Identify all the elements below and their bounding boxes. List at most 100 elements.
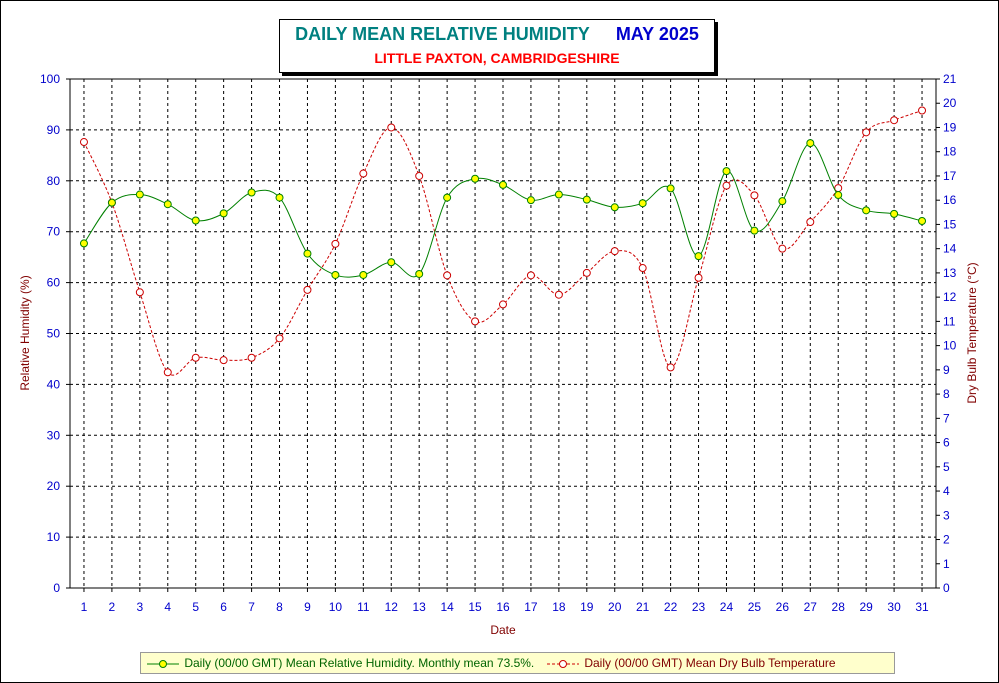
temperature-data-point — [526, 271, 535, 280]
temperature-data-point — [918, 106, 927, 115]
temperature-data-point — [554, 290, 563, 299]
y-right-tick-label: 4 — [943, 484, 950, 498]
x-tick-label: 4 — [164, 600, 171, 614]
y-right-tick-label: 5 — [943, 460, 950, 474]
temperature-data-point — [275, 334, 284, 343]
y-right-tick-label: 11 — [943, 314, 956, 328]
y-left-tick-label: 50 — [47, 327, 61, 341]
y-left-tick-label: 20 — [47, 479, 61, 493]
temperature-data-point — [331, 239, 340, 248]
chart-title-box: DAILY MEAN RELATIVE HUMIDITY MAY 2025 LIT… — [279, 19, 715, 73]
x-tick-label: 16 — [496, 600, 510, 614]
y-right-tick-label: 2 — [943, 533, 950, 547]
chart-title-month: MAY 2025 — [615, 24, 699, 44]
y-axis-left-label: Relative Humidity (%) — [18, 275, 32, 390]
temperature-data-point — [638, 264, 647, 273]
y-right-tick-label: 1 — [943, 557, 950, 571]
humidity-data-point — [526, 196, 535, 205]
y-right-tick-label: 14 — [943, 242, 957, 256]
x-tick-label: 13 — [413, 600, 427, 614]
x-tick-label: 10 — [329, 600, 343, 614]
y-right-tick-label: 9 — [943, 363, 950, 377]
temperature-data-point — [359, 169, 368, 178]
x-tick-label: 8 — [276, 600, 283, 614]
x-tick-label: 22 — [664, 600, 678, 614]
humidity-data-point — [778, 197, 787, 206]
temperature-data-point — [303, 285, 312, 294]
humidity-data-point — [638, 199, 647, 208]
grid-lines — [70, 79, 936, 588]
humidity-data-point — [443, 193, 452, 202]
legend-item-temperature: Daily (00/00 GMT) Mean Dry Bulb Temperat… — [545, 656, 836, 670]
x-tick-label: 11 — [357, 600, 370, 614]
humidity-data-point — [722, 167, 731, 176]
humidity-data-point — [79, 239, 88, 248]
humidity-data-point — [554, 190, 563, 199]
humidity-data-point — [694, 252, 703, 261]
y-right-tick-label: 6 — [943, 436, 950, 450]
humidity-data-point — [247, 188, 256, 197]
x-tick-label: 21 — [636, 600, 650, 614]
x-tick-label: 6 — [220, 600, 227, 614]
temperature-data-point — [135, 288, 144, 297]
temperature-data-point — [582, 268, 591, 277]
temperature-data-point — [750, 191, 759, 200]
y-right-tick-label: 13 — [943, 266, 957, 280]
temperature-data-point — [247, 353, 256, 362]
humidity-data-point — [582, 195, 591, 204]
x-tick-label: 25 — [748, 600, 762, 614]
humidity-data-point — [331, 270, 340, 279]
humidity-data-point — [303, 249, 312, 258]
x-tick-label: 29 — [859, 600, 873, 614]
y-right-tick-label: 12 — [943, 290, 957, 304]
humidity-data-point — [415, 269, 424, 278]
y-left-tick-label: 40 — [47, 377, 61, 391]
x-axis-label: Date — [490, 623, 516, 637]
humidity-data-point — [666, 184, 675, 193]
humidity-data-point — [163, 200, 172, 209]
x-tick-label: 17 — [524, 600, 538, 614]
y-right-tick-label: 20 — [943, 96, 957, 110]
x-tick-label: 7 — [248, 600, 255, 614]
humidity-data-point — [219, 209, 228, 218]
y-right-tick-label: 21 — [943, 72, 957, 86]
chart-legend: Daily (00/00 GMT) Mean Relative Humidity… — [140, 652, 895, 674]
legend-temperature-label: Daily (00/00 GMT) Mean Dry Bulb Temperat… — [584, 656, 836, 670]
legend-item-humidity: Daily (00/00 GMT) Mean Relative Humidity… — [145, 656, 534, 670]
series-layer — [79, 106, 927, 377]
x-tick-label: 24 — [720, 600, 734, 614]
y-right-tick-label: 10 — [943, 339, 957, 353]
y-right-tick-label: 17 — [943, 169, 957, 183]
y-left-tick-label: 10 — [47, 530, 61, 544]
humidity-data-point — [275, 193, 284, 202]
chart-title: DAILY MEAN RELATIVE HUMIDITY MAY 2025 — [280, 24, 714, 45]
temperature-data-point — [163, 368, 172, 377]
temperature-data-point — [666, 363, 675, 372]
temperature-data-point — [778, 244, 787, 253]
humidity-data-point — [610, 203, 619, 212]
y-left-tick-label: 0 — [53, 581, 60, 595]
y-right-tick-label: 16 — [943, 193, 957, 207]
chart-subtitle: LITTLE PAXTON, CAMBRIDGESHIRE — [374, 50, 620, 66]
humidity-data-point — [471, 174, 480, 183]
temperature-data-point — [219, 356, 228, 365]
y-left-tick-label: 80 — [47, 174, 61, 188]
temperature-data-point — [694, 273, 703, 282]
y-left-tick-label: 100 — [40, 72, 60, 86]
humidity-data-point — [806, 139, 815, 148]
y-right-tick-label: 0 — [943, 581, 950, 595]
humidity-data-point — [135, 190, 144, 199]
y-right-tick-label: 7 — [943, 411, 950, 425]
humidity-data-point — [750, 226, 759, 235]
legend-humidity-marker-icon — [147, 659, 179, 668]
x-tick-label: 28 — [832, 600, 846, 614]
humidity-data-point — [918, 217, 927, 226]
y-left-tick-label: 30 — [47, 428, 61, 442]
humidity-data-point — [191, 216, 200, 225]
humidity-data-point — [499, 180, 507, 189]
humidity-data-point — [862, 206, 871, 215]
x-tick-label: 23 — [692, 600, 706, 614]
humidity-data-point — [890, 209, 899, 218]
humidity-data-point — [834, 191, 843, 200]
